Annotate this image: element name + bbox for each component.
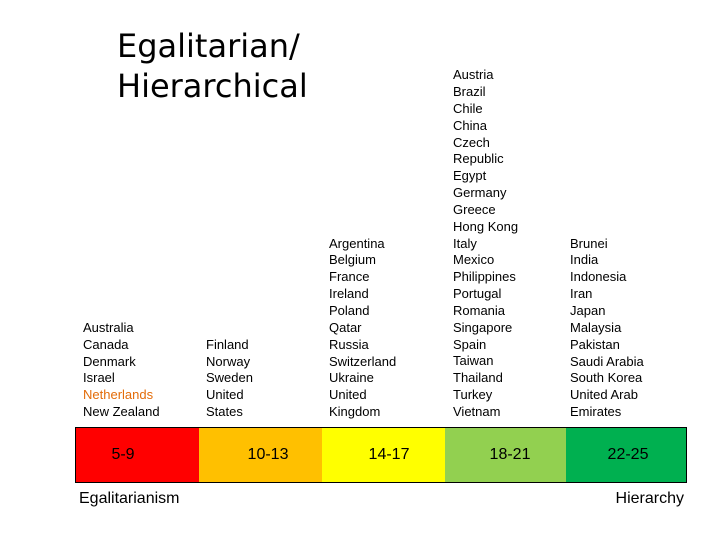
country-name: Iran: [570, 286, 593, 302]
country-name: Finland: [206, 336, 249, 352]
country-name: Argentina: [329, 235, 385, 251]
scale-range-label: 10-13: [247, 446, 289, 463]
country-name: United: [206, 387, 244, 403]
country-name: Norway: [206, 353, 251, 369]
country-name: Mexico: [453, 252, 495, 268]
egalitarianism-label: Egalitarianism: [79, 490, 180, 507]
score-scale-bar: 5-9 10-13 14-17 18-21 22-25: [75, 427, 687, 483]
scale-range-label: 18-21: [489, 446, 531, 463]
country-column-5-9: Australia Canada Denmark Israel Netherlands N…: [83, 320, 203, 421]
country-name: Russia: [329, 336, 369, 352]
country-name: Australia: [83, 319, 134, 335]
country-name: Austria: [453, 67, 494, 83]
country-name: New Zealand: [83, 404, 160, 420]
country-name: South Korea: [570, 370, 643, 386]
country-name: Saudi Arabia: [570, 353, 644, 369]
country-name: Switzerland: [329, 353, 397, 369]
country-column-22-25: Brunei India Indonesia Iran Japan Malaysia Pak…: [570, 236, 690, 421]
scale-segment-14-17: 14-17: [322, 428, 445, 482]
country-name: Greece: [453, 201, 496, 217]
country-name: Denmark: [83, 353, 136, 369]
country-name: Hong Kong: [453, 218, 519, 234]
country-name: Ukraine: [329, 370, 374, 386]
country-name: Portugal: [453, 286, 502, 302]
country-name: Brazil: [453, 83, 486, 99]
scale-segment-5-9: 5-9: [76, 428, 199, 482]
country-name: Germany: [453, 185, 507, 201]
country-name: Pakistan: [570, 336, 620, 352]
country-name: Ireland: [329, 286, 369, 302]
country-name: China: [453, 117, 487, 133]
country-name: France: [329, 269, 370, 285]
country-name: Brunei: [570, 235, 608, 251]
country-name: Sweden: [206, 370, 253, 386]
country-name: Spain: [453, 336, 487, 352]
country-name: Romania: [453, 302, 506, 318]
country-name: Thailand: [453, 370, 503, 386]
country-name: Singapore: [453, 319, 513, 335]
country-name: India: [570, 252, 599, 268]
country-name: Qatar: [329, 319, 362, 335]
country-name: United Arab: [570, 387, 638, 403]
country-column-18-21: Austria Brazil Chile China Czech Republic Egyp…: [453, 67, 573, 421]
country-name: Poland: [329, 303, 370, 319]
country-name: Czech: [453, 134, 490, 150]
slide-title: Egalitarian/ Hierarchical: [117, 26, 417, 106]
scale-range-label: 14-17: [368, 446, 410, 463]
title-line-1: Egalitarian/: [117, 27, 300, 65]
scale-range-label: 22-25: [607, 446, 649, 463]
scale-range-label: 5-9: [111, 446, 135, 463]
country-name: Chile: [453, 100, 483, 116]
country-name: Italy: [453, 235, 477, 251]
hierarchy-label: Hierarchy: [615, 490, 684, 507]
country-name: Egypt: [453, 168, 487, 184]
country-name: Taiwan: [453, 353, 494, 369]
country-name: Japan: [570, 303, 606, 319]
country-name: Canada: [83, 336, 129, 352]
country-name: United: [329, 387, 367, 403]
scale-segment-10-13: 10-13: [199, 428, 322, 482]
country-name: States: [206, 404, 243, 420]
country-name: Philippines: [453, 269, 516, 285]
country-name: Kingdom: [329, 404, 381, 420]
country-column-10-13: Finland Norway Sweden United States: [206, 337, 326, 421]
country-name: Belgium: [329, 252, 376, 268]
title-line-2: Hierarchical: [117, 67, 308, 105]
country-name: Republic: [453, 151, 504, 167]
country-name: Malaysia: [570, 319, 622, 335]
country-column-14-17: Argentina Belgium France Ireland Poland Qatar…: [329, 236, 449, 421]
country-name: Turkey: [453, 387, 493, 403]
country-name: Vietnam: [453, 404, 501, 420]
country-name: Netherlands: [83, 387, 154, 403]
scale-segment-18-21: 18-21: [445, 428, 566, 482]
country-name: Indonesia: [570, 269, 627, 285]
country-name: Israel: [83, 370, 115, 386]
country-name: Emirates: [570, 404, 622, 420]
scale-segment-22-25: 22-25: [566, 428, 686, 482]
